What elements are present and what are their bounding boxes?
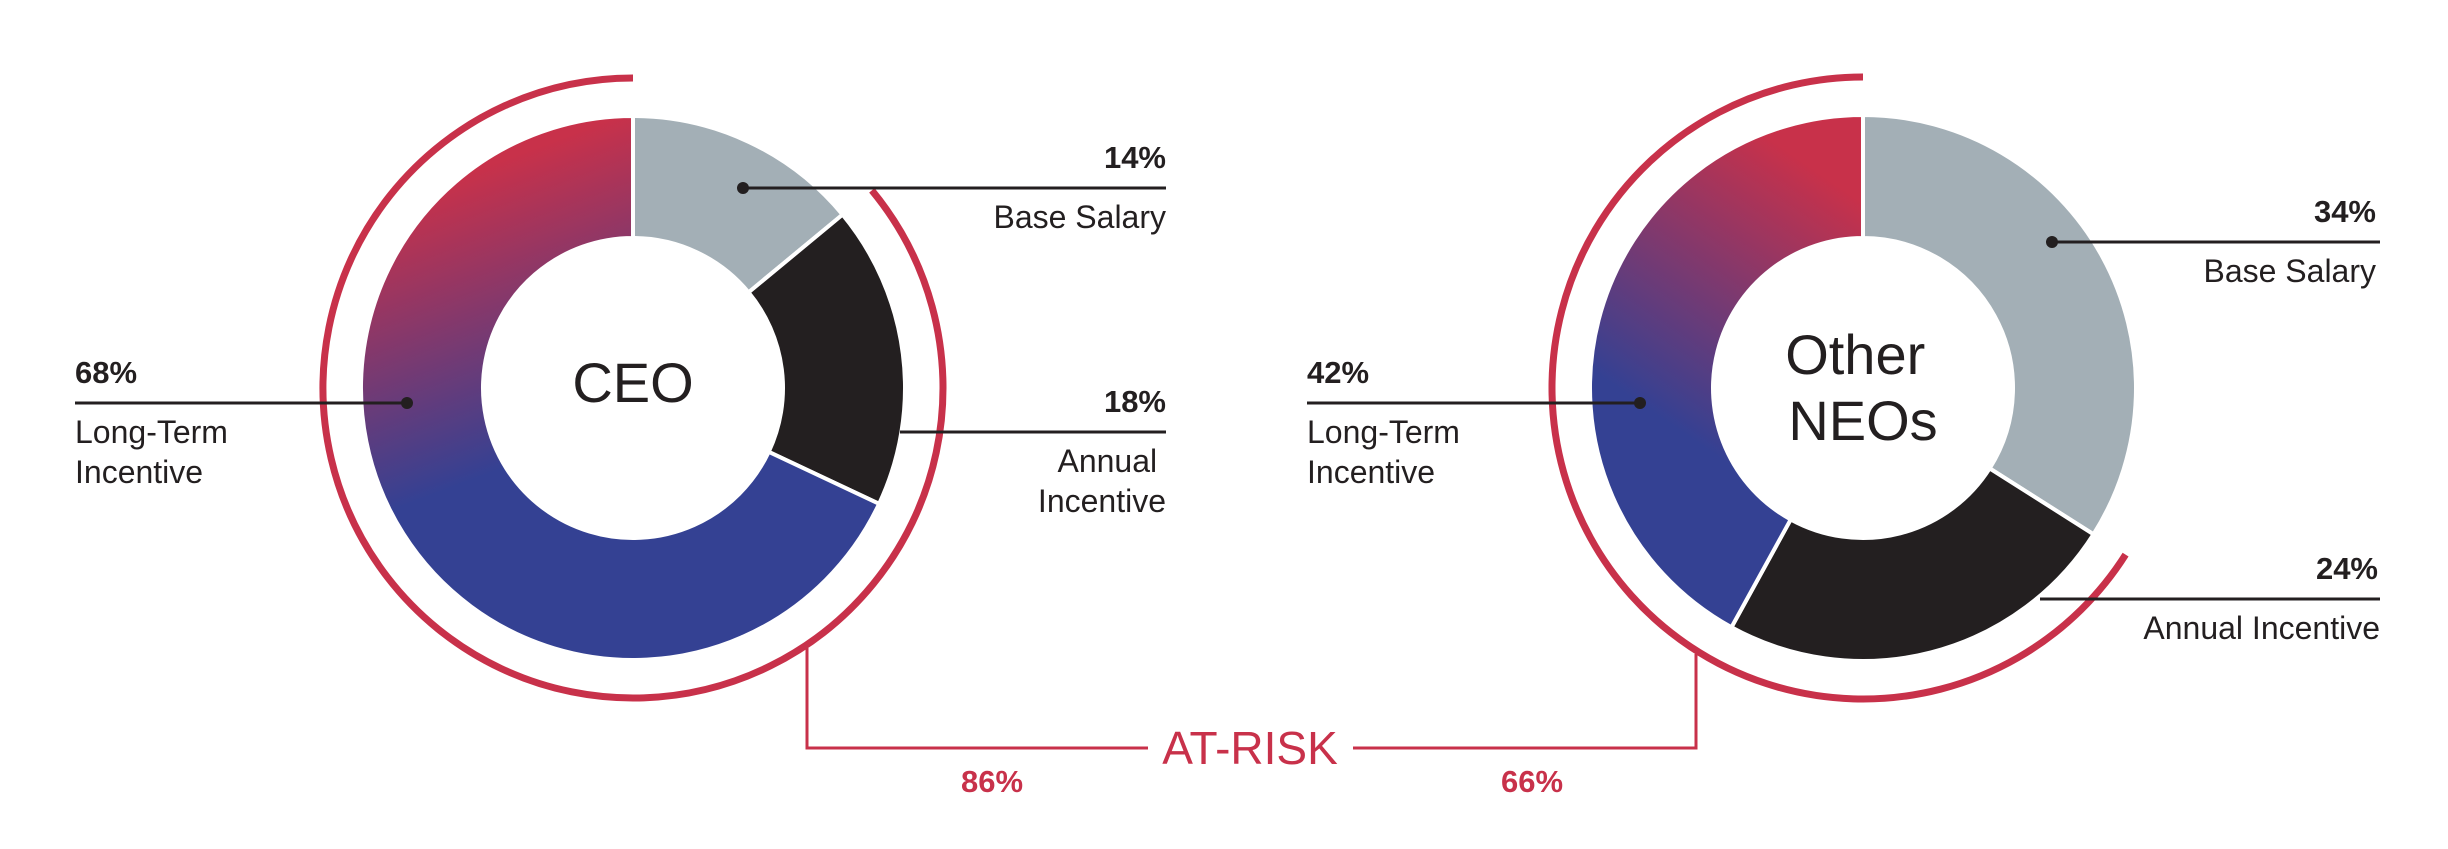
ceo-annual-incentive-value: 18% bbox=[1104, 384, 1166, 419]
ceo-slice-base-salary bbox=[631, 113, 846, 296]
neo-at-risk-arc bbox=[1548, 73, 2129, 703]
neo-slice-annual-incentive bbox=[1728, 465, 2097, 663]
ceo-annual-incentive-label: Annual Incentive bbox=[1038, 443, 1166, 519]
neo-slice-base-salary bbox=[1861, 112, 2138, 538]
neo-donut: Other NEOs 34% Base Salary 24% Annual In… bbox=[1307, 73, 2380, 703]
neo-annual-incentive-label: Annual Incentive bbox=[2143, 610, 2380, 646]
neo-base-salary-value: 34% bbox=[2314, 194, 2376, 229]
at-risk-bracket: AT-RISK 86% 66% bbox=[805, 648, 1698, 799]
neo-slice-long-term-incentive bbox=[1588, 112, 1865, 630]
neo-annual-incentive-value: 24% bbox=[2316, 551, 2378, 586]
neo-lti-label: Long-Term Incentive bbox=[1307, 414, 1460, 490]
ceo-lti-label-line1: Long-Term bbox=[75, 414, 228, 450]
ceo-annual-incentive-label-line2: Incentive bbox=[1038, 483, 1166, 519]
ceo-lti-dot bbox=[401, 397, 413, 409]
ceo-donut: CEO 14% Base Salary 18% Annual Incentive… bbox=[75, 74, 1166, 702]
neo-lti-label-line1: Long-Term bbox=[1307, 414, 1460, 450]
at-risk-title: AT-RISK bbox=[1162, 722, 1338, 774]
neo-center-label: Other NEOs bbox=[1785, 323, 1941, 452]
ceo-at-risk-value: 86% bbox=[961, 764, 1023, 799]
neo-lti-label-line2: Incentive bbox=[1307, 454, 1435, 490]
at-risk-bracket-right bbox=[1353, 654, 1698, 750]
neo-center-label-line2: NEOs bbox=[1788, 389, 1937, 452]
ceo-center-label: CEO bbox=[572, 351, 693, 414]
ceo-at-risk-arc bbox=[319, 74, 947, 702]
neo-lti-value: 42% bbox=[1307, 355, 1369, 390]
neo-base-salary-dot bbox=[2046, 236, 2058, 248]
ceo-lti-label-line2: Incentive bbox=[75, 454, 203, 490]
neo-base-salary-label: Base Salary bbox=[2203, 253, 2376, 289]
ceo-lti-value: 68% bbox=[75, 355, 137, 390]
ceo-lti-label: Long-Term Incentive bbox=[75, 414, 228, 490]
neo-center-label-line1: Other bbox=[1785, 323, 1925, 386]
ceo-annual-incentive-label-line1: Annual bbox=[1057, 443, 1157, 479]
neo-at-risk-value: 66% bbox=[1501, 764, 1563, 799]
neo-lti-dot bbox=[1634, 397, 1646, 409]
ceo-base-salary-dot bbox=[737, 182, 749, 194]
ceo-base-salary-value: 14% bbox=[1104, 140, 1166, 175]
ceo-slice-long-term-incentive bbox=[359, 113, 882, 662]
ceo-slice-annual-incentive bbox=[745, 211, 907, 507]
ceo-base-salary-label: Base Salary bbox=[993, 199, 1166, 235]
at-risk-bracket-left bbox=[805, 648, 1148, 750]
